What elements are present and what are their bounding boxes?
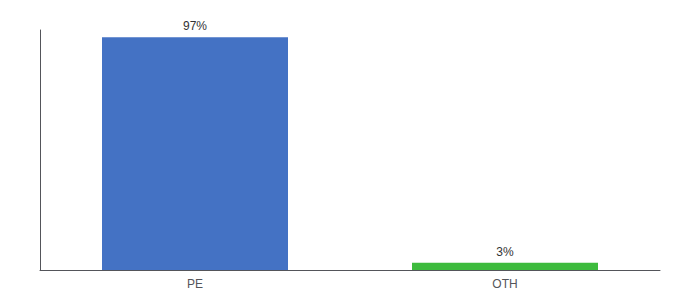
svg-text:PE: PE xyxy=(187,277,203,291)
svg-text:97%: 97% xyxy=(183,19,207,33)
svg-text:3%: 3% xyxy=(496,245,514,259)
svg-text:OTH: OTH xyxy=(492,277,517,291)
